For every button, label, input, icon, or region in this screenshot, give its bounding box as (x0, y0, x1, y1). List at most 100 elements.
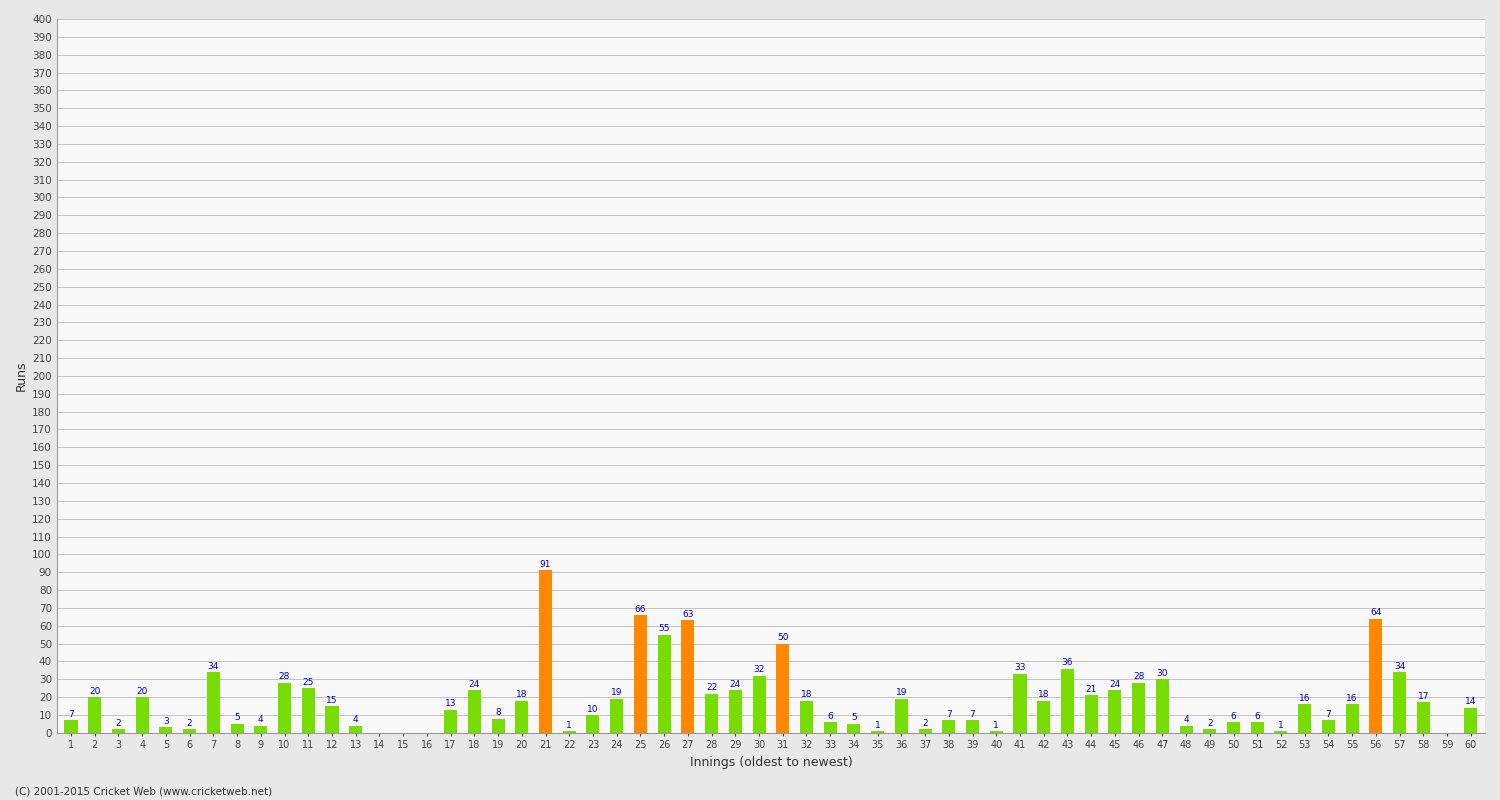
Bar (896, 699, 908, 733)
Text: 20: 20 (88, 686, 101, 696)
Text: 5: 5 (850, 714, 856, 722)
Text: 7: 7 (946, 710, 951, 719)
Text: 2: 2 (188, 719, 192, 728)
Bar (1464, 708, 1478, 733)
Y-axis label: Runs: Runs (15, 361, 28, 391)
Bar (634, 615, 646, 733)
Bar (135, 697, 148, 733)
Text: 16: 16 (1347, 694, 1358, 703)
Bar (705, 694, 718, 733)
Bar (871, 731, 883, 733)
Text: 18: 18 (801, 690, 812, 699)
Bar (681, 620, 694, 733)
Bar (1346, 704, 1359, 733)
Bar (1084, 695, 1098, 733)
Bar (753, 676, 765, 733)
Bar (990, 731, 1004, 733)
Text: 28: 28 (279, 673, 290, 682)
Text: 17: 17 (1418, 692, 1430, 701)
Text: 10: 10 (586, 705, 598, 714)
Text: 8: 8 (495, 708, 501, 717)
Text: 4: 4 (258, 715, 264, 724)
Text: 36: 36 (1062, 658, 1072, 667)
Bar (966, 720, 980, 733)
Text: 21: 21 (1086, 685, 1096, 694)
Bar (1060, 669, 1074, 733)
Text: 2: 2 (116, 719, 122, 728)
Bar (1418, 702, 1430, 733)
Text: 6: 6 (1254, 712, 1260, 721)
Text: 22: 22 (706, 683, 717, 692)
Text: 1: 1 (567, 721, 572, 730)
Text: 1: 1 (993, 721, 999, 730)
Text: 18: 18 (516, 690, 528, 699)
Text: (C) 2001-2015 Cricket Web (www.cricketweb.net): (C) 2001-2015 Cricket Web (www.cricketwe… (15, 786, 272, 796)
Bar (1108, 690, 1122, 733)
Bar (112, 730, 125, 733)
Bar (255, 726, 267, 733)
Text: 7: 7 (969, 710, 975, 719)
Text: 3: 3 (164, 717, 170, 726)
Bar (207, 672, 220, 733)
Text: 24: 24 (1110, 679, 1120, 689)
Bar (231, 724, 243, 733)
Bar (444, 710, 458, 733)
Bar (159, 727, 172, 733)
Text: 6: 6 (828, 712, 833, 721)
Text: 34: 34 (207, 662, 219, 670)
Text: 2: 2 (922, 719, 928, 728)
Bar (729, 690, 742, 733)
Text: 5: 5 (234, 714, 240, 722)
Bar (350, 726, 361, 733)
Text: 50: 50 (777, 633, 789, 642)
Text: 14: 14 (1466, 698, 1476, 706)
Bar (918, 730, 932, 733)
Bar (302, 688, 315, 733)
Bar (800, 701, 813, 733)
Bar (776, 643, 789, 733)
Bar (326, 706, 339, 733)
Text: 7: 7 (68, 710, 74, 719)
Bar (586, 715, 600, 733)
Text: 4: 4 (352, 715, 358, 724)
Text: 19: 19 (896, 689, 908, 698)
Text: 4: 4 (1184, 715, 1190, 724)
Bar (1322, 720, 1335, 733)
Text: 28: 28 (1132, 673, 1144, 682)
Text: 30: 30 (1156, 669, 1168, 678)
Bar (1275, 731, 1287, 733)
Bar (1203, 730, 1216, 733)
Bar (847, 724, 861, 733)
Bar (1394, 672, 1406, 733)
Text: 66: 66 (634, 605, 646, 614)
Text: 20: 20 (136, 686, 148, 696)
Bar (278, 683, 291, 733)
Bar (1251, 722, 1264, 733)
Bar (1370, 618, 1383, 733)
Text: 18: 18 (1038, 690, 1050, 699)
Bar (610, 699, 622, 733)
Text: 1: 1 (1278, 721, 1284, 730)
Bar (183, 730, 196, 733)
Bar (538, 570, 552, 733)
Text: 55: 55 (658, 624, 670, 634)
Text: 34: 34 (1394, 662, 1406, 670)
Bar (1227, 722, 1240, 733)
Bar (1132, 683, 1144, 733)
Text: 24: 24 (729, 679, 741, 689)
Text: 6: 6 (1230, 712, 1236, 721)
Text: 32: 32 (753, 666, 765, 674)
Text: 13: 13 (446, 699, 456, 708)
Text: 1: 1 (874, 721, 880, 730)
X-axis label: Innings (oldest to newest): Innings (oldest to newest) (690, 756, 852, 769)
Text: 15: 15 (326, 696, 338, 705)
Bar (1298, 704, 1311, 733)
Bar (942, 720, 956, 733)
Bar (88, 697, 102, 733)
Bar (64, 720, 78, 733)
Text: 2: 2 (1208, 719, 1212, 728)
Bar (516, 701, 528, 733)
Bar (562, 731, 576, 733)
Bar (492, 718, 504, 733)
Bar (1156, 679, 1168, 733)
